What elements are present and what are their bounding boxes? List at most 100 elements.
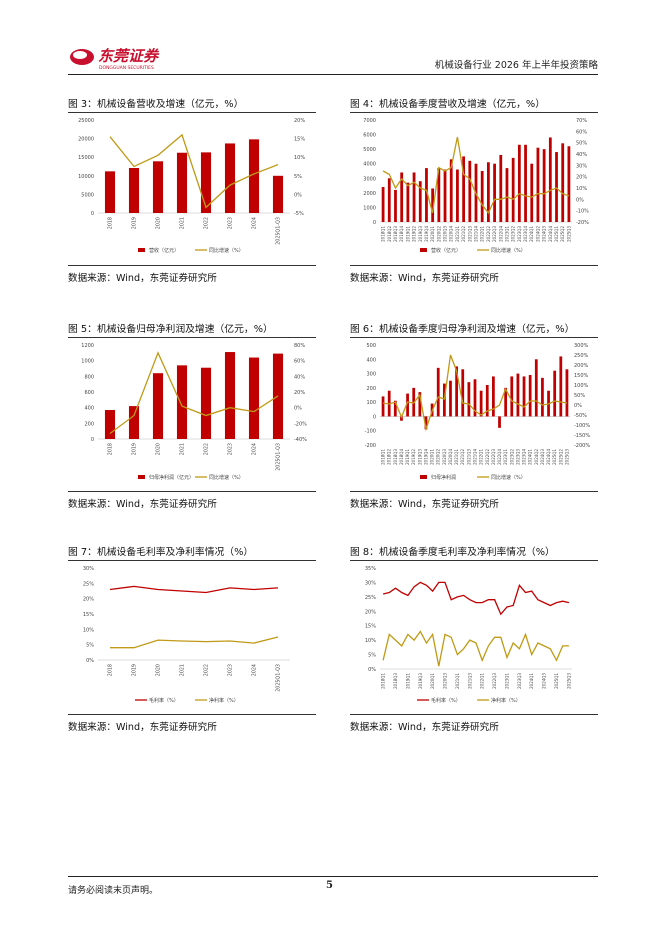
x-tick-label: 2024	[252, 443, 258, 455]
x-tick-label: 2019	[132, 664, 138, 676]
x-tick-label: 2020Q4	[449, 226, 454, 242]
x-tick-label: 2020Q4	[448, 449, 453, 465]
x-tick-label: 2019Q3	[418, 226, 423, 242]
data-source: 数据来源：Wind，东莞证券研究所	[68, 273, 217, 284]
bar	[498, 416, 501, 428]
bar	[431, 188, 435, 222]
figure-5-chart: 1200 1000 800 600 400 200 0 80% 60% 40% 20% 0% -20% -…	[81, 343, 307, 481]
x-tick-label: 2022Q3	[492, 226, 497, 242]
y-tick-label: 20%	[83, 597, 94, 603]
y2-tick-label: 50%	[576, 141, 587, 147]
x-tick-label: 2025Q3	[566, 673, 571, 689]
figure-8-chart: 35% 30% 25% 20% 15% 10% 5% 0% 2018Q1 2018Q3 2019Q1…	[365, 566, 572, 704]
figure-7-chart: 30% 25% 20% 15% 10% 5% 0% 2018 2019 2020 2021 2022 2…	[83, 566, 290, 704]
legend-label: 同比增速（%）	[491, 247, 526, 254]
figure-title: 图 8：机械设备季度毛利率及净利率情况（%）	[350, 547, 555, 558]
bar	[272, 175, 284, 213]
x-tick-label: 2019Q2	[411, 449, 416, 465]
y2-tick-label: 5%	[294, 174, 302, 180]
bar	[200, 152, 212, 213]
x-tick-label: 2020Q3	[443, 226, 448, 242]
bar	[511, 157, 515, 222]
y2-tick-label: 10%	[294, 155, 305, 161]
legend-label: 毛利率（%）	[431, 697, 461, 704]
x-tick-label: 2022Q1	[479, 449, 484, 465]
bar	[436, 367, 440, 417]
bar	[406, 393, 409, 417]
x-tick-label: 2024Q2	[534, 449, 539, 465]
x-tick-label: 2021Q1	[455, 673, 460, 689]
figure-title: 图 3：机械设备营收及增速（亿元，%）	[68, 99, 244, 110]
bar	[473, 379, 477, 417]
x-tick-label: 2020Q1	[430, 449, 435, 465]
bar	[499, 154, 503, 222]
y2-tick-label: 0%	[294, 406, 302, 412]
bar	[517, 144, 521, 222]
x-tick-label: 2022	[204, 443, 210, 455]
y-tick-label: 1000	[363, 205, 376, 211]
y2-tick-label: -10%	[576, 209, 589, 215]
figure-title: 图 7：机械设备毛利率及净利率情况（%）	[68, 547, 254, 558]
bar	[381, 396, 385, 417]
x-tick-label: 2020Q1	[430, 226, 435, 242]
figure-title: 图 6：机械设备季度归母净利润及增速（亿元，%）	[350, 324, 575, 335]
bar	[425, 168, 428, 222]
bar	[224, 143, 236, 213]
x-tick-label: 2023Q3	[515, 449, 520, 465]
y-tick-label: 7000	[363, 118, 376, 124]
x-tick-label: 2025Q1	[554, 226, 559, 242]
bar	[467, 382, 471, 417]
bar	[462, 156, 466, 222]
legend-label: 同比增速（%）	[209, 247, 244, 254]
x-tick-label: 2024	[252, 217, 258, 229]
y2-tick-label: 60%	[294, 359, 305, 365]
y2-tick-label: 20%	[294, 118, 305, 124]
bar	[548, 137, 552, 222]
bar	[443, 169, 447, 222]
bar	[393, 400, 397, 417]
series-line-2	[382, 354, 568, 432]
x-tick-label: 2025Q1	[552, 449, 557, 465]
series-line-2	[382, 136, 570, 215]
bar	[449, 159, 453, 222]
y-tick-label: 2000	[363, 191, 376, 197]
y-tick-label: 400	[84, 406, 94, 412]
x-tick-label: 2025Q2	[560, 226, 565, 242]
bar	[418, 181, 422, 222]
bar	[536, 147, 540, 222]
x-tick-label: 2018	[108, 664, 114, 676]
y2-tick-label: 80%	[294, 343, 305, 349]
x-tick-label: 2023Q1	[503, 449, 508, 465]
figure-6-chart: 500 400 300 200 100 0 -100 -200 300% 250% 200% 150%…	[365, 343, 591, 481]
x-tick-label: 2024Q4	[548, 226, 553, 242]
figure-top-rule	[68, 112, 316, 113]
legend-label: 同比增速（%）	[491, 474, 526, 481]
bar	[437, 168, 441, 222]
x-tick-label: 2024Q3	[542, 226, 547, 242]
x-tick-label: 2020	[156, 217, 162, 229]
x-tick-label: 2025Q2	[558, 449, 563, 465]
y-tick-label: 5000	[81, 192, 94, 198]
y-tick-label: 20%	[365, 609, 376, 615]
y2-tick-label: -20%	[294, 421, 307, 427]
x-tick-label: 2024Q1	[529, 226, 534, 242]
bar	[152, 373, 164, 439]
y-tick-label: 0%	[368, 667, 376, 673]
y2-tick-label: -40%	[294, 437, 307, 443]
y2-tick-label: 150%	[574, 373, 589, 379]
x-tick-label: 2019Q4	[423, 449, 428, 465]
y2-tick-label: 40%	[576, 152, 587, 158]
x-tick-label: 2024Q1	[528, 449, 533, 465]
x-tick-label: 2023Q1	[504, 226, 509, 242]
bar	[176, 365, 188, 439]
legend-swatch	[138, 475, 145, 479]
x-tick-label: 2018Q3	[393, 673, 398, 689]
bar	[553, 370, 557, 417]
figure-top-rule	[350, 112, 598, 113]
bar	[485, 385, 489, 417]
x-tick-label: 2019Q3	[418, 673, 423, 689]
footer-disclaimer: 请务必阅读末页声明。	[68, 886, 159, 896]
x-tick-label: 2024Q3	[542, 673, 547, 689]
x-tick-label: 2020	[156, 664, 162, 676]
bar	[176, 152, 188, 213]
